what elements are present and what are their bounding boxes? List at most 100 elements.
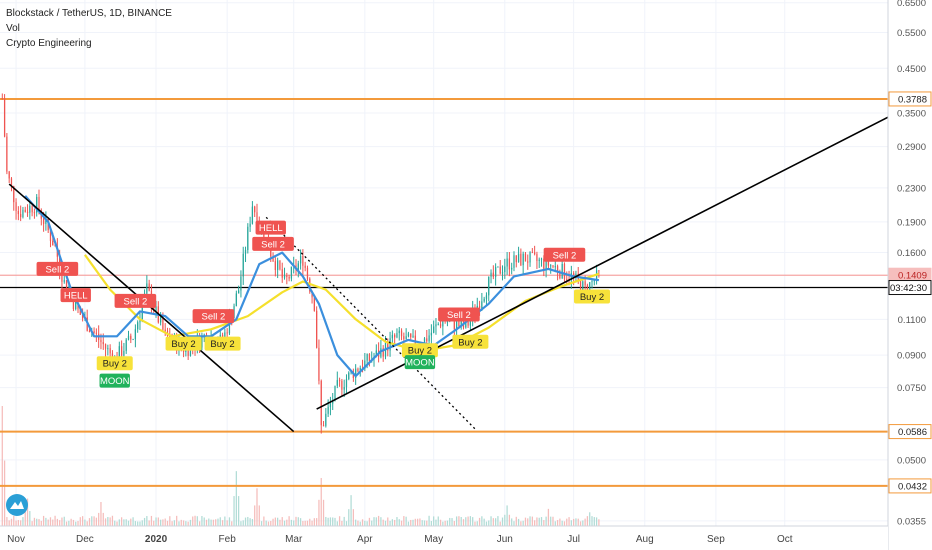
volume-bar: [141, 520, 143, 526]
candle: [15, 202, 17, 212]
volume-bar: [95, 517, 98, 526]
volume-bar: [281, 517, 283, 526]
candle: [338, 380, 341, 382]
time-tick-label: Aug: [636, 534, 654, 545]
candle: [247, 226, 249, 251]
volume-bar: [290, 519, 293, 526]
volume-bar: [93, 516, 95, 526]
candle: [313, 297, 315, 311]
time-tick-label: Nov: [7, 534, 25, 545]
candle: [118, 346, 120, 362]
candle: [586, 285, 589, 294]
candle: [355, 368, 357, 378]
candle: [435, 324, 437, 327]
volume-bar: [194, 515, 196, 526]
candle: [545, 257, 547, 269]
signal-badge: [574, 289, 610, 304]
volume-bar: [15, 520, 17, 526]
volume-bar: [575, 518, 577, 526]
volume-bar: [384, 520, 387, 526]
volume-bar: [348, 509, 350, 526]
volume-bar: [6, 517, 8, 526]
volume-bar: [570, 520, 572, 526]
volume-bar: [75, 521, 77, 526]
volume-bar: [396, 517, 398, 526]
volume-bar: [334, 517, 336, 526]
volume-bar: [343, 516, 345, 526]
candle: [357, 368, 359, 372]
candle: [63, 280, 65, 282]
volume-bar: [109, 517, 111, 526]
volume-bar: [451, 518, 453, 526]
candle: [455, 320, 458, 330]
volume-bar: [52, 519, 54, 526]
candle: [497, 266, 499, 268]
candle: [494, 267, 497, 277]
price-tag: [888, 424, 932, 440]
candle: [134, 329, 137, 340]
volume-label[interactable]: Vol: [6, 23, 20, 34]
candle: [311, 291, 313, 298]
signal-badge: [99, 373, 130, 388]
volume-bar: [508, 514, 511, 526]
signal-label: Buy 2: [171, 339, 195, 350]
volume-bar: [435, 519, 437, 526]
volume-bar: [56, 518, 58, 526]
volume-bar: [357, 520, 359, 526]
candle: [442, 319, 444, 327]
candle: [201, 335, 203, 348]
volume-bar: [120, 517, 123, 526]
candle: [235, 293, 237, 307]
volume-bar: [359, 521, 361, 526]
signal-badge: [543, 247, 586, 262]
candle: [513, 255, 515, 268]
price-tick-label: 0.2900: [897, 142, 926, 153]
candle: [598, 270, 600, 272]
volume-bar: [231, 521, 233, 526]
signal-label: MOON: [100, 376, 130, 387]
candle: [240, 276, 242, 291]
volume-bar: [148, 520, 150, 526]
candle: [162, 317, 164, 330]
volume-bar: [91, 516, 93, 526]
volume-bar: [517, 518, 520, 526]
volume-bar: [201, 516, 203, 526]
volume-bar: [375, 517, 377, 526]
volume-bar: [552, 516, 554, 526]
volume-bar: [345, 521, 348, 526]
candle: [65, 280, 68, 293]
time-tick-label: 2020: [145, 534, 168, 545]
volume-bar: [412, 519, 414, 526]
candle: [517, 253, 520, 263]
indicator-label[interactable]: Crypto Engineering: [6, 38, 92, 49]
candle: [272, 256, 274, 262]
candle: [36, 196, 38, 213]
tradingview-logo-icon[interactable]: [6, 494, 28, 516]
ma-blue-line: [24, 195, 600, 378]
candle: [297, 263, 299, 270]
volume-bar: [1, 406, 3, 526]
volume-bar: [123, 519, 125, 526]
volume-bar: [540, 517, 543, 526]
volume-bar: [504, 514, 506, 526]
volume-bar: [49, 517, 52, 526]
volume-bar: [283, 520, 286, 526]
candle: [364, 360, 366, 370]
volume-bar: [196, 516, 198, 526]
price-tag-label: 03:42:30: [890, 283, 927, 294]
candle: [499, 266, 501, 274]
volume-bar: [159, 519, 162, 526]
volume-bar: [488, 520, 490, 526]
candle: [17, 211, 19, 215]
signal-badge: [165, 336, 202, 351]
volume-bar: [192, 516, 194, 526]
volume-bar: [219, 517, 221, 526]
volume-bar: [77, 521, 79, 526]
candle: [536, 254, 538, 261]
candle: [405, 336, 407, 340]
volume-bar: [410, 519, 412, 526]
volume-bar: [86, 521, 88, 526]
volume-bar: [361, 519, 364, 526]
